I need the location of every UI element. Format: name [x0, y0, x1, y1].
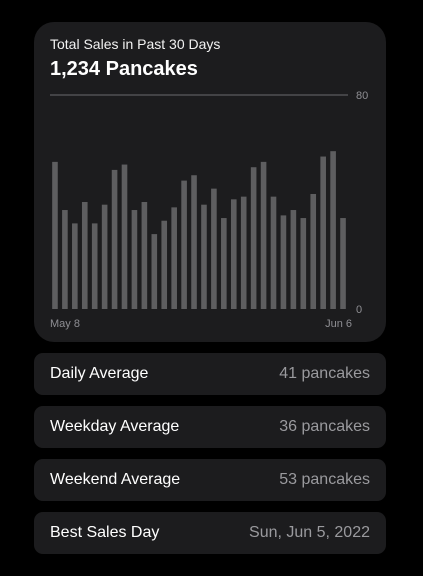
- bar-may-10: [72, 223, 78, 309]
- bar-jun-1: [290, 210, 297, 309]
- bar-may-14: [111, 169, 118, 309]
- bar-may-11: [81, 202, 88, 309]
- chart-title: Total Sales in Past 30 Days: [50, 36, 221, 52]
- x-tick-label-start: May 8: [50, 318, 80, 330]
- bar-may-30: [270, 196, 277, 309]
- bar-jun-4: [320, 156, 326, 309]
- stat-value: 53 pancakes: [279, 471, 370, 488]
- sales-bar-chart: 80 0 May 8 Jun 6: [50, 90, 368, 330]
- bar-may-20: [171, 207, 177, 309]
- bar-may-12: [91, 223, 98, 309]
- sales-chart-card: Total Sales in Past 30 Days 1,234 Pancak…: [34, 22, 386, 342]
- stat-value: 41 pancakes: [279, 365, 370, 382]
- bar-may-28: [250, 167, 257, 309]
- bar-may-27: [240, 196, 247, 309]
- bar-may-13: [101, 204, 108, 309]
- weekday-average-row: Weekday Average 36 pancakes: [34, 406, 386, 448]
- weekend-average-row: Weekend Average 53 pancakes: [34, 459, 386, 501]
- best-sales-day-row: Best Sales Day Sun, Jun 5, 2022: [34, 512, 386, 554]
- bar-may-26: [230, 199, 237, 309]
- bar-may-24: [211, 188, 217, 310]
- bar-jun-5: [330, 151, 336, 309]
- bar-jun-2: [300, 218, 307, 309]
- bar-jun-3: [310, 193, 317, 309]
- stat-label: Best Sales Day: [50, 524, 160, 541]
- bar-may-25: [221, 218, 227, 309]
- bar-may-19: [161, 220, 168, 309]
- stat-label: Daily Average: [50, 365, 149, 382]
- stat-value: Sun, Jun 5, 2022: [249, 524, 370, 541]
- bar-may-22: [191, 175, 197, 309]
- x-tick-label-end: Jun 6: [325, 318, 352, 330]
- total-sales: 1,234 Pancakes: [50, 58, 198, 80]
- bar-may-17: [141, 202, 148, 309]
- bar-may-31: [280, 215, 287, 310]
- bar-jun-6: [340, 218, 346, 309]
- bar-may-9: [62, 210, 68, 309]
- bar-may-18: [151, 234, 158, 309]
- bar-may-29: [260, 161, 267, 310]
- daily-average-row: Daily Average 41 pancakes: [34, 353, 386, 395]
- bar-may-23: [201, 204, 207, 309]
- bar-may-15: [121, 164, 128, 309]
- bar-may-21: [181, 180, 187, 309]
- stat-label: Weekend Average: [50, 471, 181, 488]
- bar-may-8: [52, 161, 58, 310]
- stat-label: Weekday Average: [50, 418, 180, 435]
- stat-value: 36 pancakes: [279, 418, 370, 435]
- y-tick-label-max: 80: [356, 90, 368, 102]
- bar-may-16: [131, 210, 138, 309]
- y-tick-label-min: 0: [356, 304, 362, 316]
